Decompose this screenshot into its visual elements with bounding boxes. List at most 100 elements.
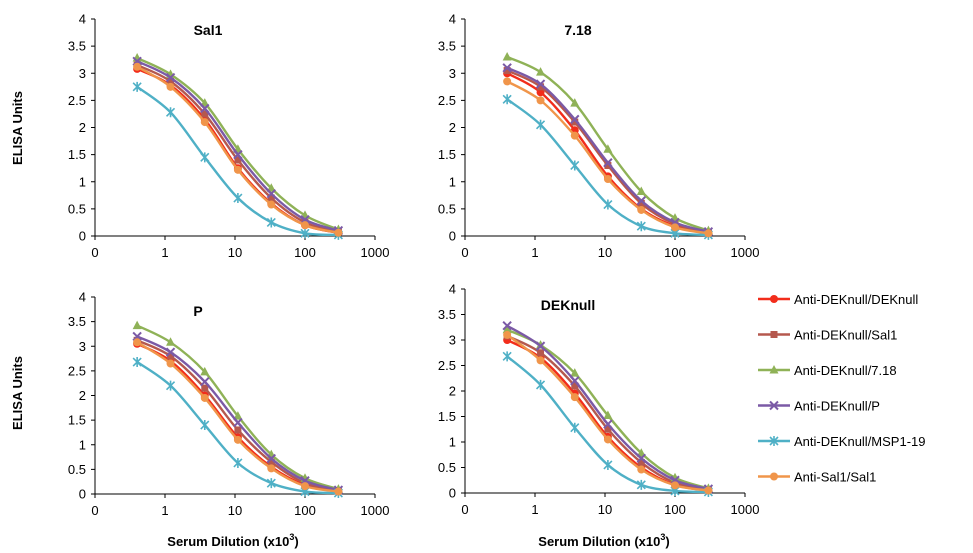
x-tick-label: 0	[91, 245, 98, 260]
y-tick-label: 0.5	[438, 460, 456, 475]
data-point-marker	[200, 118, 209, 127]
chart-panel-2: 0 0.5 1 1.5 2 2.5 3 3.5 4 0 1 10 100 1000 7.18	[438, 12, 760, 261]
data-point-marker	[636, 221, 646, 232]
data-point-marker	[603, 435, 612, 444]
x-tick-label: 10	[228, 503, 242, 518]
chart-panel-1: 0 0.5 1 1.5 2 2.5 3 3.5 4 0 1 10 100 1000 Sal1	[68, 12, 390, 261]
x-tick-label: 1	[531, 245, 538, 260]
data-point-marker	[671, 223, 679, 232]
data-point-marker	[267, 464, 276, 473]
y-tick-label: 1.5	[68, 147, 86, 162]
data-point-marker	[233, 193, 243, 204]
data-point-marker	[266, 478, 276, 489]
data-point-marker	[636, 453, 647, 464]
data-point-marker	[267, 458, 275, 466]
data-point-marker	[167, 77, 175, 85]
y-tick-label: 3	[449, 66, 456, 81]
data-point-marker	[570, 131, 579, 140]
legend-marker	[770, 331, 778, 338]
legend-label: Anti-DEKnull/P	[794, 399, 880, 414]
data-point-marker	[200, 420, 210, 431]
data-point-marker	[132, 320, 142, 330]
series-6	[503, 77, 713, 238]
data-point-marker	[165, 380, 176, 391]
legend-label: Anti-DEKnull/7.18	[794, 363, 897, 378]
data-point-marker	[536, 67, 546, 76]
y-tick-label: 2	[449, 384, 456, 399]
data-point-marker	[502, 51, 512, 61]
x-tick-label: 1000	[361, 245, 390, 260]
data-point-marker	[535, 379, 546, 390]
legend-marker	[769, 436, 779, 446]
data-point-marker	[132, 81, 142, 92]
data-point-marker	[536, 96, 545, 105]
x-tick-label: 1	[531, 502, 538, 517]
data-point-marker	[502, 324, 512, 334]
y-axis-label-top: ELISA Units	[10, 91, 25, 165]
data-point-marker	[603, 175, 612, 184]
data-point-marker	[637, 465, 646, 474]
y-tick-label: 4	[79, 290, 86, 305]
y-tick-label: 0.5	[68, 201, 86, 216]
data-point-marker	[603, 199, 613, 210]
x-tick-label: 0	[91, 503, 98, 518]
series-1	[503, 69, 713, 238]
x-tick-label: 100	[294, 245, 316, 260]
data-point-marker	[300, 228, 310, 239]
legend-item-1: Anti-DEKnull/DEKnull	[758, 292, 918, 307]
series-line	[506, 80, 709, 235]
data-point-marker	[133, 62, 142, 71]
legend-label: Anti-Sal1/Sal1	[794, 470, 876, 485]
data-point-marker	[201, 110, 209, 118]
y-tick-label: 2.5	[438, 93, 456, 108]
chart-title: DEKnull	[541, 297, 595, 313]
data-point-marker	[266, 183, 276, 192]
data-point-marker	[266, 217, 276, 228]
y-tick-label: 4	[449, 12, 456, 27]
data-point-marker	[165, 107, 176, 118]
y-tick-label: 2	[79, 120, 86, 135]
data-point-marker	[503, 77, 512, 86]
legend-marker	[769, 400, 779, 411]
legend: Anti-DEKnull/DEKnull Anti-DEKnull/Sal1 Ant…	[758, 292, 926, 485]
data-point-marker	[334, 228, 343, 237]
data-point-marker	[233, 457, 243, 468]
data-point-marker	[570, 114, 580, 125]
x-tick-label: 1	[161, 503, 168, 518]
y-tick-label: 3.5	[438, 39, 456, 54]
data-point-marker	[166, 82, 175, 91]
x-tick-label: 1000	[361, 503, 390, 518]
data-point-marker	[301, 221, 309, 230]
data-point-marker	[301, 482, 309, 491]
data-point-marker	[266, 453, 277, 464]
chart-title: 7.18	[564, 22, 591, 38]
data-point-marker	[502, 351, 512, 362]
y-tick-label: 1	[449, 174, 456, 189]
x-tick-label: 10	[228, 245, 242, 260]
data-point-marker	[537, 83, 545, 91]
legend-label: Anti-DEKnull/MSP1-19	[794, 434, 926, 449]
y-tick-label: 2.5	[68, 363, 86, 378]
data-point-marker	[636, 196, 647, 206]
legend-item-6: Anti-Sal1/Sal1	[758, 470, 876, 485]
x-tick-label: 100	[664, 245, 686, 260]
data-point-marker	[636, 479, 646, 490]
y-tick-label: 1	[79, 437, 86, 452]
data-point-marker	[165, 347, 176, 357]
y-tick-label: 3	[449, 333, 456, 348]
x-tick-label: 1	[161, 245, 168, 260]
data-point-marker	[503, 67, 511, 75]
y-tick-label: 1	[449, 435, 456, 450]
x-axis-label-right: Serum Dilution (x103)	[538, 532, 669, 549]
y-tick-label: 3.5	[438, 307, 456, 322]
x-tick-label: 1000	[731, 245, 760, 260]
data-point-marker	[167, 352, 175, 360]
legend-item-5: Anti-DEKnull/MSP1-19	[758, 434, 926, 449]
x-tick-label: 100	[664, 502, 686, 517]
data-point-marker	[637, 199, 645, 207]
data-point-marker	[535, 119, 546, 130]
data-point-marker	[604, 161, 612, 169]
y-tick-label: 0	[449, 486, 456, 501]
data-point-marker	[234, 426, 242, 434]
